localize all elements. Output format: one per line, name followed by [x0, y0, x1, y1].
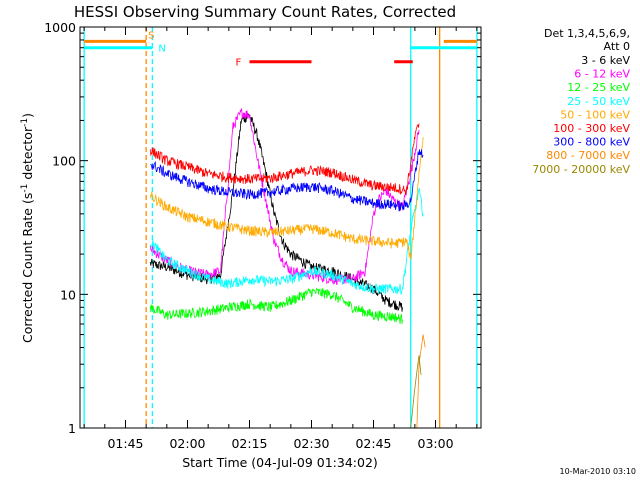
- legend-entry: 50 - 100 keV: [560, 108, 630, 121]
- x-tick-label: 02:30: [293, 436, 329, 451]
- legend-entry: 3 - 6 keV: [581, 54, 630, 67]
- y-axis-label-mid: detector: [20, 126, 35, 184]
- flag-label-F: F: [235, 58, 241, 69]
- y-axis-label: Corrected Count Rate (s-1 detector-1): [20, 113, 35, 343]
- vertical-markers: [83, 27, 478, 428]
- plot-frame: [79, 26, 482, 429]
- y-axis-label-sup1: -1: [20, 184, 30, 193]
- series-line-4: [149, 137, 424, 261]
- attenuator-flag-bars: SN F: [84, 30, 477, 69]
- legend-entry: 7000 - 20000 keV: [532, 163, 630, 176]
- legend-entry: 800 - 7000 keV: [546, 149, 630, 162]
- series-group: [149, 108, 426, 429]
- legend-entry: 300 - 800 keV: [553, 136, 630, 149]
- series-line-7: [416, 334, 426, 429]
- y-axis: 1 10 100 1000: [44, 20, 481, 436]
- y-axis-label-sup2: -1: [20, 118, 30, 127]
- footer-date: 10-Mar-2010 03:10: [560, 467, 637, 476]
- flag-label-S: S: [148, 30, 154, 41]
- legend-entry: 6 - 12 keV: [574, 68, 630, 81]
- y-axis-label-end: ): [20, 113, 35, 118]
- x-tick-label: 02:15: [231, 436, 267, 451]
- legend-entry: 25 - 50 keV: [567, 95, 630, 108]
- series-line-0: [149, 113, 403, 312]
- series-line-3: [149, 188, 424, 295]
- legend-entry: 12 - 25 keV: [567, 81, 630, 94]
- y-tick-label: 1: [68, 421, 76, 436]
- chart-title: HESSI Observing Summary Count Rates, Cor…: [74, 3, 456, 21]
- series-line-6: [150, 149, 424, 212]
- series-line-5: [149, 123, 420, 196]
- legend-entry: 100 - 300 keV: [553, 122, 630, 135]
- x-tick-label: 02:00: [169, 436, 205, 451]
- series-line-8: [410, 355, 422, 429]
- y-tick-label: 1000: [44, 20, 76, 35]
- flag-label-N: N: [158, 44, 165, 55]
- x-tick-label: 01:45: [107, 436, 143, 451]
- legend-header-2: Att 0: [604, 40, 630, 53]
- y-tick-label: 10: [60, 287, 76, 302]
- x-tick-label: 03:00: [418, 436, 454, 451]
- x-axis: 01:45 02:00 02:15 02:30 02:45 03:00: [83, 27, 478, 451]
- series-line-1: [149, 108, 420, 286]
- series-line-2: [149, 287, 403, 324]
- y-tick-label: 100: [52, 154, 76, 169]
- y-axis-label-main: Corrected Count Rate (s: [20, 193, 35, 343]
- x-tick-label: 02:45: [355, 436, 391, 451]
- x-axis-label: Start Time (04-Jul-09 01:34:02): [182, 455, 378, 470]
- legend-header-1: Det 1,3,4,5,6,9,: [544, 27, 630, 40]
